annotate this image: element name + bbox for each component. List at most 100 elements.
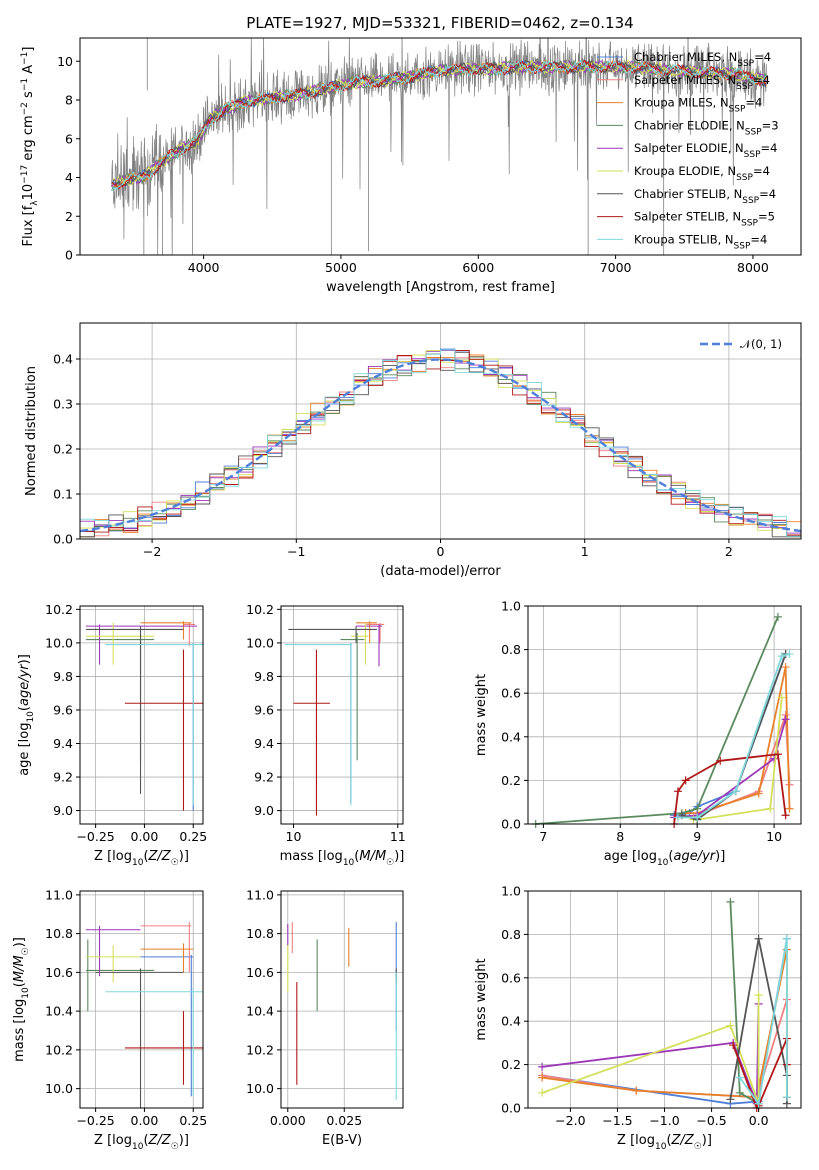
y-tick-label: 1.0 [501, 599, 521, 614]
x-tick-label: −2.0 [555, 1113, 585, 1128]
label-part: 10 [21, 184, 36, 201]
label-part: Z [log [94, 849, 132, 864]
label-part: ( [143, 849, 148, 864]
axes-frame [79, 890, 204, 1109]
legend-sub: SSP [742, 196, 759, 206]
x-tick-label: −1 [287, 544, 305, 559]
y-tick-label: 10.2 [45, 1042, 73, 1057]
age-vs-metallicity-panel: −0.25 0.00 0.25 9.0 9.2 9.4 9.6 9.8 10.0 10.2 Z [l… [17, 602, 207, 868]
weight-marker [731, 787, 740, 796]
label-part: Flux [f [21, 205, 36, 246]
x-tick-label: 10 [286, 829, 302, 844]
label-part: Z/Z [671, 1133, 695, 1148]
label-part: −17 [20, 165, 30, 184]
axes-frame [280, 890, 404, 1109]
label-part: ( [354, 849, 359, 864]
legend-value: =4 [753, 73, 770, 87]
axes-frame [280, 605, 404, 825]
x-tick-label: −0.5 [696, 1113, 726, 1128]
label-part: Normed distribution [24, 366, 39, 496]
y-axis-label: Flux [fλ10−17 erg cm−2 s−1 A−1] [20, 47, 40, 247]
label-part: )] [12, 937, 27, 947]
y-tick-label: 0.0 [501, 817, 521, 832]
y-tick-label: 9.6 [254, 702, 274, 717]
legend-sub: SSP [736, 173, 753, 183]
y-tick-label: 11.0 [45, 887, 73, 902]
legend-text: Kroupa MILES, N [634, 96, 729, 110]
label-part: Z [log [94, 1133, 132, 1148]
y-tick-label: 10.6 [45, 965, 73, 980]
y-tick-label: 9.4 [254, 736, 274, 751]
legend-text: Chabrier STELIB, N [634, 187, 742, 201]
y-tick-label: 0.6 [501, 686, 521, 701]
y-tick-label: 10.8 [45, 926, 73, 941]
weight-marker [726, 1021, 735, 1030]
legend-sub: SSP [744, 150, 761, 160]
legend-label: Kroupa MILES, NSSP=4 [634, 96, 762, 115]
label-part: 10 [657, 858, 669, 868]
weight-marker [754, 934, 763, 943]
label-part: M/M [359, 849, 386, 864]
mass-vs-extinction-panel: 0.000 0.025 10.0 10.2 10.4 10.6 10.8 11.0 E(B-V) [246, 887, 404, 1148]
x-tick-label: 0.25 [179, 1113, 207, 1128]
legend-label: Kroupa STELIB, NSSP=4 [634, 232, 767, 251]
y-tick-label: 10.2 [246, 1042, 274, 1057]
x-tick-label: 2 [725, 544, 733, 559]
weight-line [541, 995, 760, 1105]
weight-marker [770, 754, 779, 763]
residual-histogram-step [80, 349, 801, 537]
legend-value: =5 [758, 210, 775, 224]
x-axis-label: Z [log10(Z/Z☉)] [94, 1133, 189, 1152]
y-tick-label: 0.2 [501, 1057, 521, 1072]
label-part: ( [143, 1133, 148, 1148]
plot-area [538, 897, 791, 1112]
legend-label: Salpeter STELIB, NSSP=5 [634, 210, 775, 229]
plot-area [79, 348, 802, 538]
y-tick-label: 1.0 [501, 884, 521, 899]
legend-label: Salpeter ELODIE, NSSP=4 [634, 141, 777, 160]
legend-text: Kroupa STELIB, N [634, 232, 734, 246]
weight-marker [693, 813, 702, 822]
y-tick-label: 11.0 [246, 887, 274, 902]
label-part: ☉ [21, 947, 31, 955]
x-tick-label: 0.00 [131, 1113, 159, 1128]
x-tick-label: 11 [390, 829, 406, 844]
label-part: ☉ [386, 858, 394, 868]
y-axis-label: age [log10(age/yr)] [17, 654, 36, 776]
legend-value: =4 [745, 96, 762, 110]
y-tick-label: 10.0 [246, 1081, 274, 1096]
legend-sub: SSP [736, 82, 753, 92]
label-part: ( [668, 849, 673, 864]
weight-marker [782, 1093, 791, 1102]
x-axis-label: mass [log10(M/M☉)] [280, 849, 405, 868]
legend-label: 𝒩(0, 1) [740, 337, 782, 351]
weight-marker [735, 1088, 744, 1097]
weight-marker [673, 787, 682, 796]
legend-value: =4 [754, 50, 771, 64]
weight-marker [632, 1086, 641, 1095]
y-axis-label: mass weight [474, 958, 489, 1040]
legend-text: Salpeter STELIB, N [634, 210, 741, 224]
label-part: 10 [21, 987, 31, 999]
label-part: )] [715, 849, 725, 864]
plot-area [285, 621, 385, 816]
plot-area [85, 621, 203, 811]
legend-text: Salpeter ELODIE, N [634, 141, 744, 155]
y-tick-label: 10.0 [246, 635, 274, 650]
legend-value: =4 [761, 141, 778, 155]
x-tick-label: 10 [766, 829, 782, 844]
label-part: 10 [655, 1142, 667, 1152]
weight-marker [785, 804, 794, 813]
label-part: 10 [343, 858, 355, 868]
x-axis-label: wavelength [Angstrom, rest frame] [326, 280, 555, 295]
weight-marker [754, 1099, 763, 1108]
label-part: Z/Z [148, 1133, 172, 1148]
label-part: ( [12, 982, 27, 987]
legend-text: Salpeter MILES, N [634, 73, 736, 87]
y-tick-label: 9.0 [254, 803, 274, 818]
weight-marker [777, 693, 786, 702]
label-part: mass weight [474, 958, 489, 1040]
y-tick-label: 0.1 [53, 487, 73, 502]
y-tick-label: 0 [65, 248, 73, 263]
y-tick-label: 0.2 [53, 442, 73, 457]
